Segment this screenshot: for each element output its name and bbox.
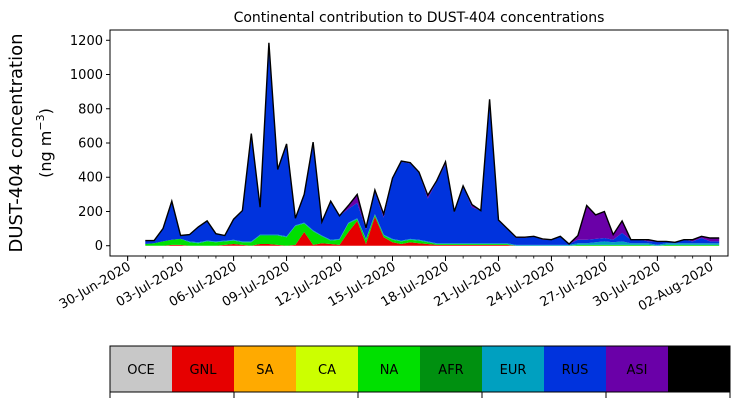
legend-swatch-asi (606, 346, 669, 392)
y-tick-label: 600 (78, 137, 103, 152)
y-axis: 0 200 400 600 800 1000 1200 (70, 34, 110, 254)
legend-label-eur: EUR (500, 363, 527, 378)
legend-swatch-rus (544, 346, 607, 392)
legend-swatch-sa (234, 346, 297, 392)
y-axis-label-unit-prefix: (ng m (36, 131, 55, 178)
legend-label-asi: ASI (627, 363, 648, 378)
legend-label-oce: OCE (127, 363, 155, 378)
x-axis: 30-Jun-202003-Jul-202006-Jul-202009-Jul-… (57, 256, 716, 315)
legend-colorbar: OCE GNL SA CA NA AFR EUR RUS ASI AUS (109, 345, 731, 398)
y-axis-label-unit-suffix: ) (36, 108, 55, 114)
legend-swatch-gnl (172, 346, 235, 392)
legend-label-gnl: GNL (189, 363, 217, 378)
y-tick-label: 400 (78, 171, 103, 186)
y-tick-label: 800 (78, 102, 103, 117)
y-axis-label-line2: (ng m−3) (34, 108, 55, 178)
legend-label-sa: SA (256, 363, 273, 378)
y-tick-label: 200 (78, 205, 103, 220)
y-axis-label-line1: DUST-404 concentration (6, 33, 27, 252)
legend-swatch-oce (110, 346, 173, 392)
total-outline (145, 42, 720, 245)
legend-swatch-na (358, 346, 421, 392)
y-tick-label: 1000 (70, 68, 103, 83)
legend-label-rus: RUS (562, 363, 589, 378)
legend-label-na: NA (380, 363, 399, 378)
legend-frame (109, 345, 731, 393)
area-series-na (145, 214, 720, 246)
y-tick-label: 1200 (70, 34, 103, 49)
y-axis-label-unit-exponent: −3 (34, 114, 47, 130)
y-axis-label: DUST-404 concentration (ng m−3) (6, 33, 55, 252)
chart-title: Continental contribution to DUST-404 con… (234, 10, 605, 26)
legend-swatch-eur (482, 346, 545, 392)
y-tick-label: 0 (95, 239, 103, 254)
legend-swatch-aus (668, 346, 731, 392)
legend-swatch-ca (296, 346, 359, 392)
stacked-areas (145, 42, 720, 246)
legend-label-aus: AUS (686, 363, 713, 378)
legend-label-afr: AFR (438, 363, 463, 378)
legend-swatch-afr (420, 346, 483, 392)
plot-frame (109, 29, 729, 257)
area-series-rus (145, 42, 720, 245)
legend-label-ca: CA (318, 363, 336, 378)
